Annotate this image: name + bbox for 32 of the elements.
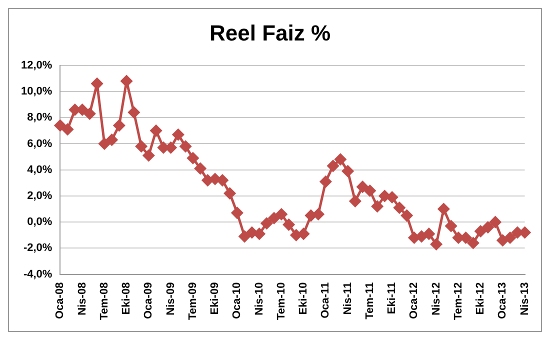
x-tick-label: Oca-11 (320, 282, 332, 318)
x-tick-label: Nis-10 (253, 282, 266, 316)
x-tick-label: Oca-13 (496, 282, 509, 320)
x-tick-label: Nis-13 (518, 282, 531, 316)
x-tick-label: Tem-10 (275, 282, 288, 320)
y-tick-label: 0,0% (27, 216, 52, 228)
y-tick-label: 6,0% (27, 138, 52, 150)
x-tick-label: Eki-10 (298, 282, 310, 315)
y-tick-label: 2,0% (27, 190, 52, 202)
x-tick-label: Nis-08 (76, 282, 88, 316)
y-tick-label: 8,0% (27, 112, 52, 124)
x-tick-label: Oca-10 (231, 282, 244, 320)
y-tick-label: 10,0% (20, 86, 52, 98)
y-tick-label: 4,0% (27, 164, 52, 176)
x-tick-label: Eki-12 (474, 282, 487, 315)
chart-title: Reel Faiz % (209, 20, 331, 46)
y-tick-label: 12,0% (20, 59, 52, 72)
x-tick-label: Tem-11 (364, 282, 376, 320)
x-tick-label: Eki-11 (386, 282, 398, 314)
x-tick-label: Oca-08 (54, 282, 66, 320)
x-tick-label: Tem-08 (98, 282, 110, 320)
y-tick-label: -2,0% (23, 242, 52, 254)
x-tick-label: Nis-11 (342, 282, 354, 315)
y-tick-label: -4,0% (23, 268, 52, 280)
x-tick-label: Nis-12 (430, 282, 442, 316)
x-tick-label: Nis-09 (164, 282, 177, 316)
x-tick-label: Tem-09 (186, 282, 199, 320)
x-tick-label: Eki-08 (120, 282, 133, 315)
x-tick-label: Oca-09 (142, 282, 155, 320)
x-tick-label: Oca-12 (408, 282, 420, 320)
x-tick-label: Tem-12 (452, 282, 464, 320)
x-tick-label: Eki-09 (209, 282, 222, 315)
